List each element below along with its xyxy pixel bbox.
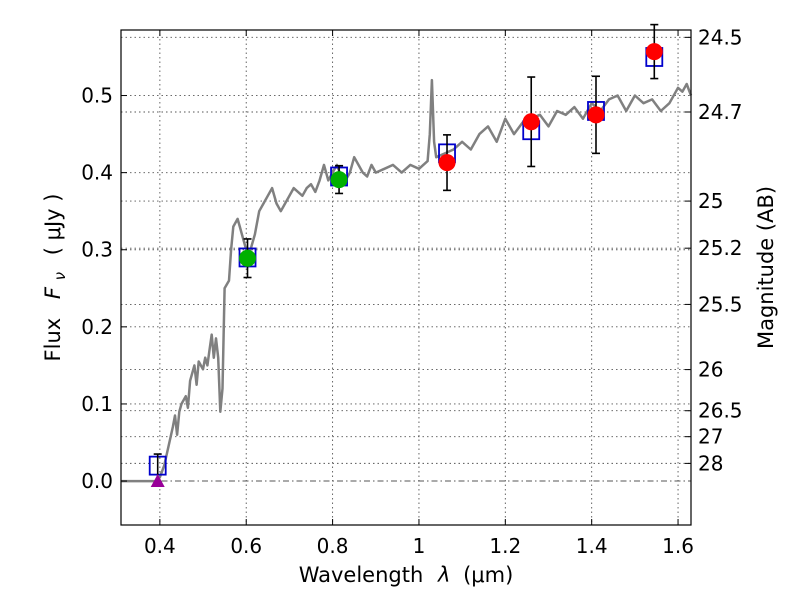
data-point — [587, 106, 605, 124]
x-axis-unit: (μm) — [463, 563, 513, 587]
mag-tick-label: 28 — [698, 451, 723, 475]
y-tick-label: 0.1 — [81, 392, 113, 416]
x-tick-label: 0.4 — [144, 534, 176, 558]
data-point — [522, 113, 540, 131]
y-tick-label: 0.3 — [81, 238, 113, 262]
x-tick-label: 1.6 — [662, 534, 694, 558]
data-point — [239, 249, 257, 267]
x-axis-label-text: Wavelength — [299, 563, 424, 587]
x-tick-label: 1.4 — [576, 534, 608, 558]
mag-tick-label: 26 — [698, 358, 723, 382]
plot-frame — [120, 29, 692, 526]
mag-tick-label: 25 — [698, 189, 723, 213]
mag-tick-label: 26.5 — [698, 399, 743, 423]
y-axis-symbol: F — [41, 286, 65, 299]
x-tick-label: 0.6 — [230, 534, 262, 558]
sed-model-line — [121, 78, 693, 483]
mag-tick-label: 24.5 — [698, 25, 743, 49]
mag-tick-label: 27 — [698, 425, 723, 449]
upper-limit-marker — [150, 474, 165, 488]
mag-tick-label: 25.5 — [698, 292, 743, 316]
grid-layer — [121, 30, 691, 525]
x-axis-label: Wavelength λ (μm) — [299, 563, 514, 587]
y-tick-label: 0.0 — [81, 469, 113, 493]
x-tick-label: 1 — [413, 534, 426, 558]
y2-axis-label: Magnitude (AB) — [754, 186, 778, 349]
data-point — [330, 171, 348, 189]
plot-layer — [121, 23, 693, 488]
data-point — [438, 154, 456, 172]
y-tick-label: 0.4 — [81, 161, 113, 185]
y-tick-label: 0.2 — [81, 315, 113, 339]
y-axis-label: Flux F ν ( μJy ) — [41, 194, 70, 362]
x-axis-symbol: λ — [437, 563, 450, 587]
y-axis-subscript: ν — [51, 272, 69, 280]
mag-tick-label: 25.2 — [698, 236, 743, 260]
y-axis-label-text: Flux — [41, 318, 65, 362]
data-point — [645, 43, 663, 61]
ticks-layer: 0.4 0.6 0.8 1 1.2 1.4 1.6 0.0 0.1 0.2 0.3 0.4 0.5 24.… — [81, 25, 742, 558]
y-axis-unit: ( μJy ) — [41, 194, 65, 256]
y-tick-label: 0.5 — [81, 84, 113, 108]
x-tick-label: 1.2 — [489, 534, 521, 558]
mag-tick-label: 24.7 — [698, 100, 743, 124]
x-tick-label: 0.8 — [317, 534, 349, 558]
